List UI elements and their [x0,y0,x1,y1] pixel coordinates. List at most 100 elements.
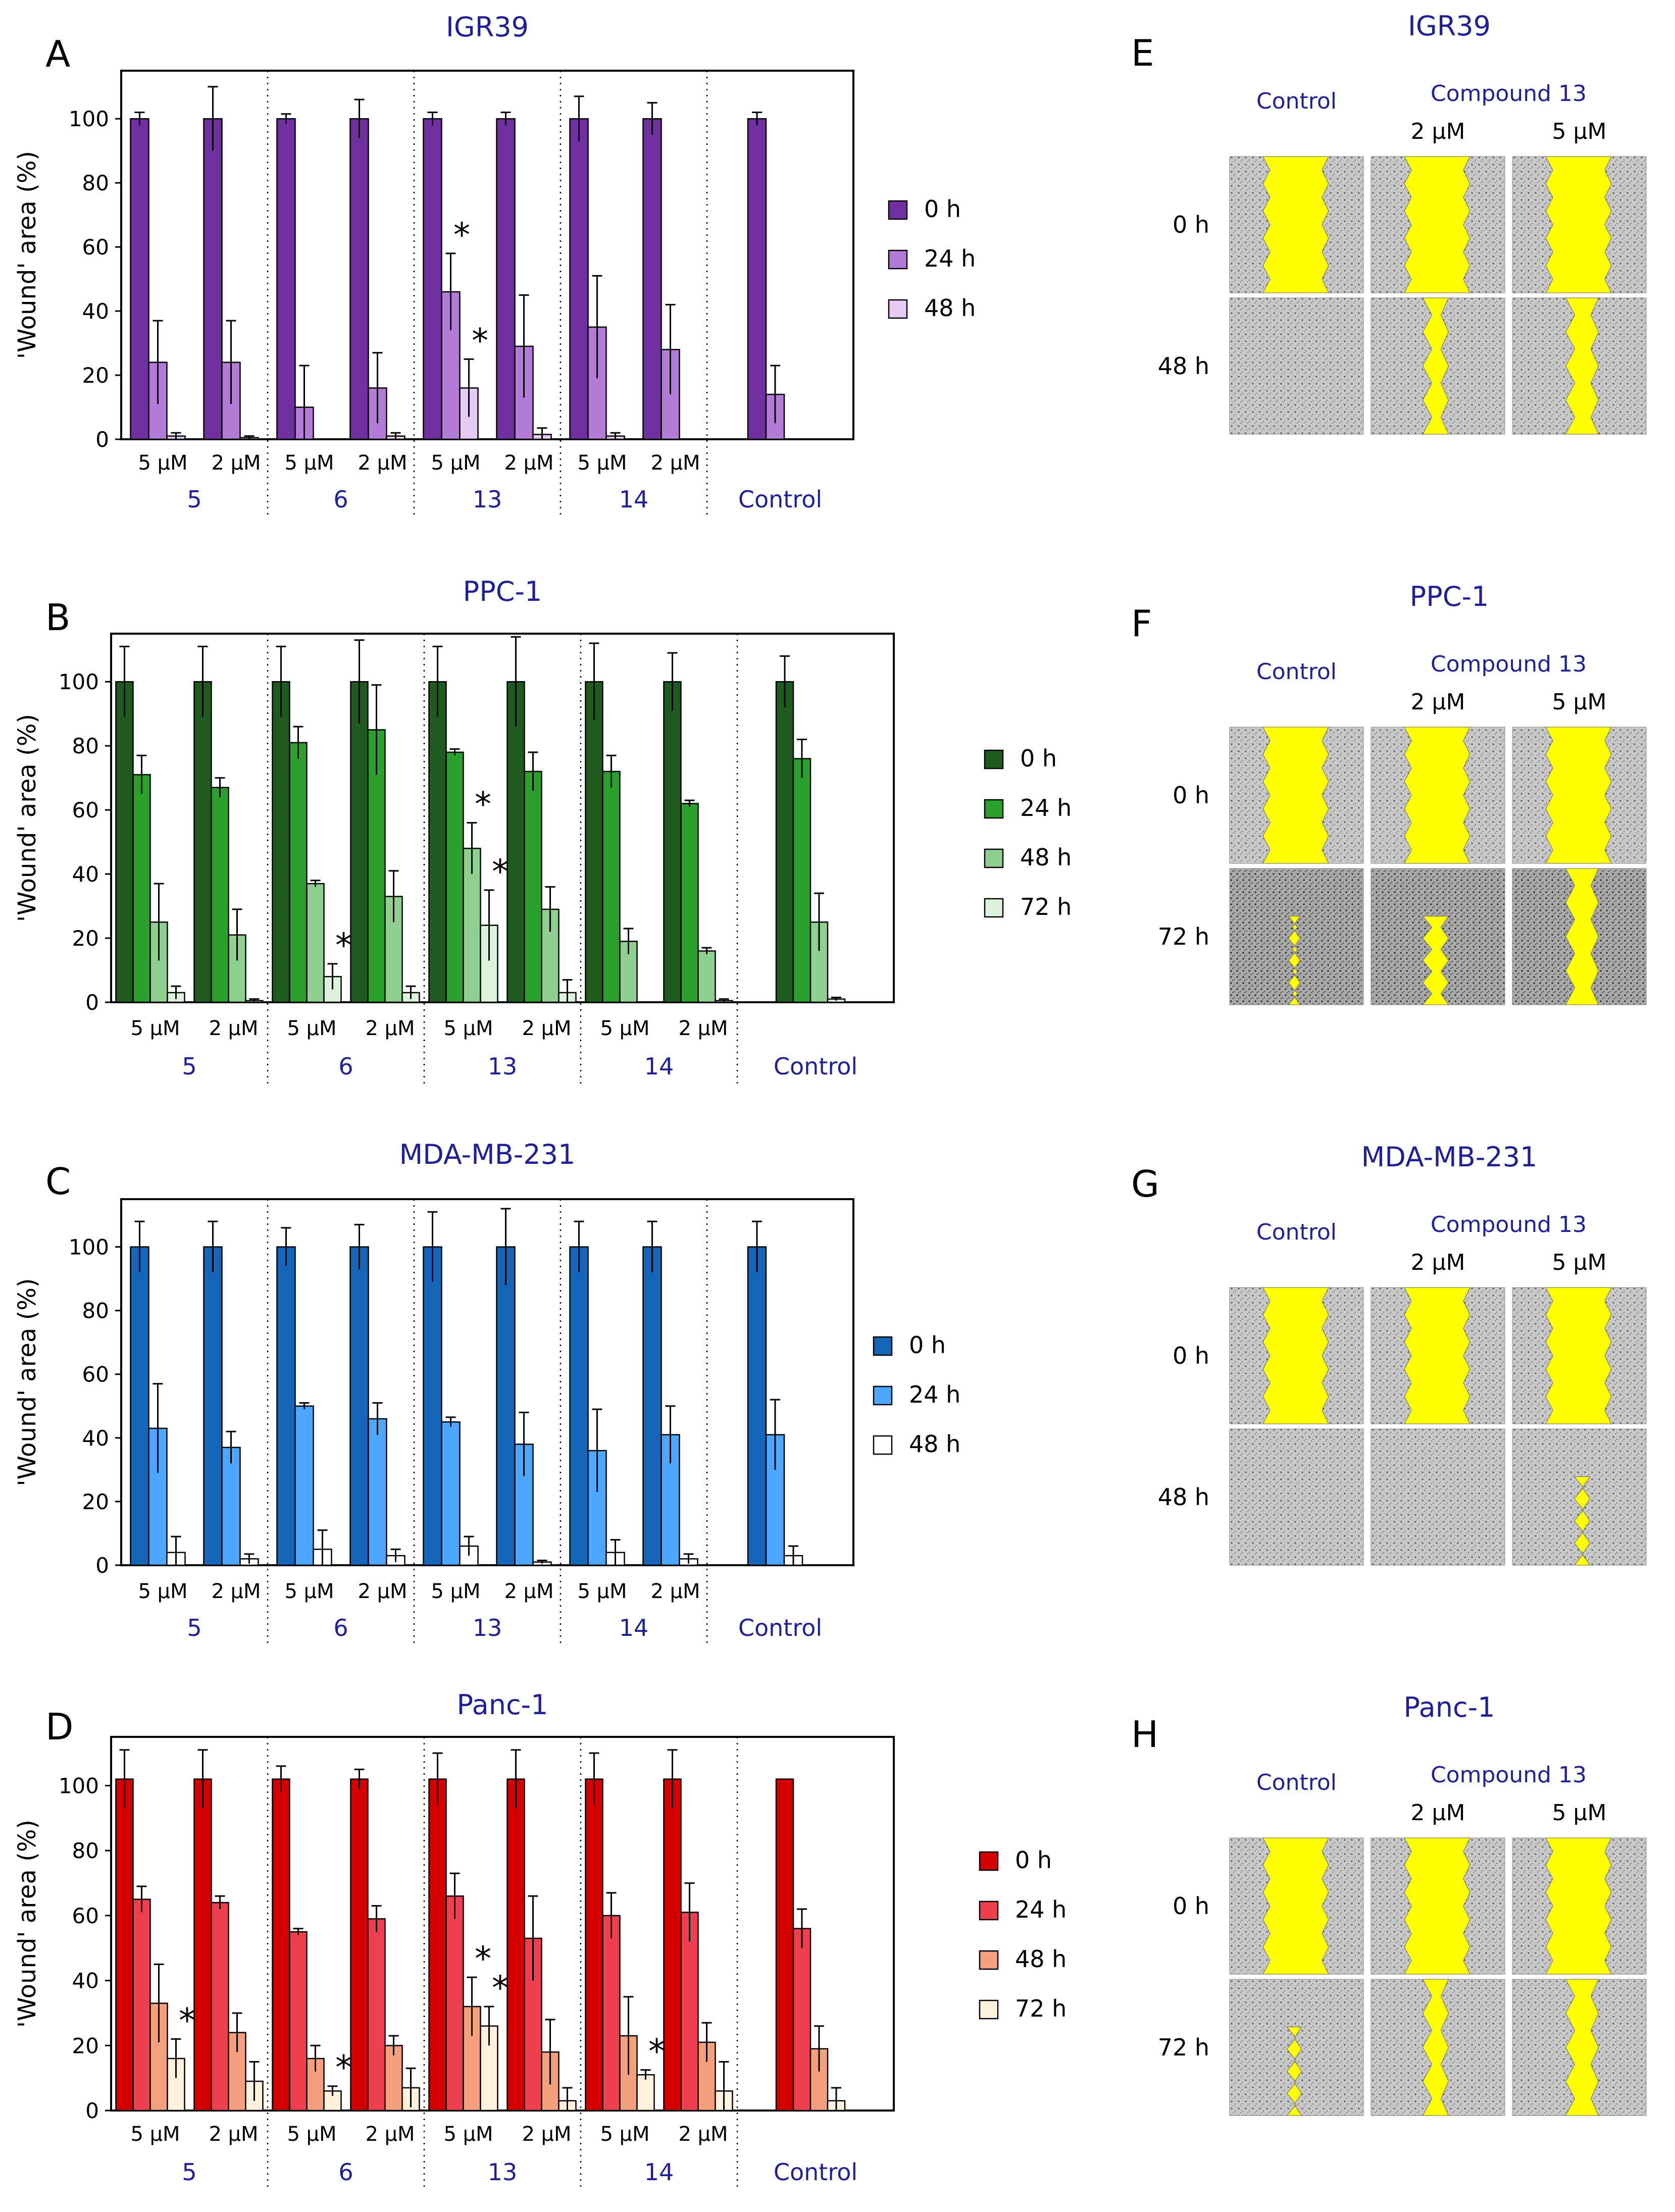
wound-gap-remaining [1565,868,1599,1005]
legend-label: 48 h [1015,1945,1067,1973]
bar-24h [445,1895,464,2112]
concentration-label: 5 µM [443,2123,493,2146]
bar-24h [294,1405,314,1566]
panel-letter: E [1131,32,1154,74]
concentration-label: 2 µM [1411,689,1465,715]
micrograph-tile [1371,727,1505,864]
micrograph-tile [1229,868,1364,1005]
group-label: 5 [187,486,201,513]
wound-gap [1262,1287,1329,1424]
concentration-label: 2 µM [1411,1250,1465,1275]
bar-0h [349,1246,369,1566]
micrograph-tile [1371,297,1505,435]
chart-title: PPC-1 [463,576,542,607]
chart-title: IGR39 [446,11,529,43]
row-label: 72 h [1158,923,1209,950]
concentration-label: 5 µM [600,2123,649,2146]
column-header-control: Control [1256,88,1337,114]
bar-0h [115,1778,134,2112]
concentration-label: 2 µM [358,1580,407,1603]
group-label: 5 [187,1614,201,1641]
bar-72h [480,924,498,1003]
group-label: 13 [488,1053,518,1080]
wound-gap [1404,1837,1470,1975]
row-label: 0 h [1173,211,1209,238]
bar-0h [193,681,212,1003]
concentration-label: 2 µM [504,451,553,475]
wound-gap [1545,727,1612,864]
bar-24h [602,770,621,1003]
group-label: 5 [182,1053,196,1080]
bar-0h [642,118,662,440]
significance-star: * [475,785,491,824]
concentration-label: 2 µM [365,2123,415,2146]
wound-gap-remaining [1286,2027,1302,2116]
concentration-label: 5 µM [130,2123,180,2146]
column-header-compound: Compound 13 [1431,1212,1587,1238]
micrograph-tile [1229,156,1364,293]
bar-0h [775,681,794,1003]
concentration-label: 5 µM [287,2123,336,2146]
row-label: 0 h [1173,1892,1209,1920]
bar-24h [132,1898,151,2112]
plot-frame [120,70,854,440]
significance-star: * [453,216,470,254]
bar-0h [349,118,369,440]
legend-swatch [979,1999,999,2020]
micrograph-tile [1512,1837,1647,1975]
image-panel-H: H Panc-1 Control Compound 13 2 µM 5 µM 0 h 72 h [1131,1691,1647,2116]
y-tick-label: 20 [82,363,109,388]
micrograph-background [1229,1428,1364,1566]
bar-0h [423,118,442,440]
bar-0h [423,1246,442,1566]
legend-swatch [984,898,1004,918]
concentration-label: 2 µM [1411,1800,1465,1826]
y-tick-label: 60 [82,1362,109,1387]
bar-0h [350,1778,369,2112]
concentration-label: 2 µM [209,2123,258,2146]
group-label: 5 [182,2158,196,2186]
image-panel-title: MDA-MB-231 [1361,1141,1538,1173]
micrograph-tile [1512,1979,1647,2116]
y-tick-label: 80 [72,734,99,758]
y-tick-label: 60 [72,1904,99,1928]
bar-0h [496,1246,516,1566]
bar-0h [276,1246,296,1566]
column-header-control: Control [1256,1219,1337,1245]
micrograph-tile [1229,727,1364,864]
legend-label: 24 h [909,1381,960,1408]
wound-gap [1404,727,1470,864]
legend-label: 48 h [909,1430,960,1458]
micrograph-tile [1512,727,1647,864]
wound-gap [1404,156,1470,293]
bar-0h [276,118,296,440]
bar-0h [585,1778,603,2112]
y-axis-label: 'Wound' area (%) [13,1278,41,1486]
image-panel-F: F PPC-1 Control Compound 13 2 µM 5 µM 0 h 72 h [1131,581,1647,1005]
bar-24h [602,1915,621,2112]
bar-24h [524,770,542,1003]
micrograph-tile [1512,1287,1647,1424]
concentration-label: 5 µM [130,1017,180,1040]
group-label: Control [774,1053,857,1080]
concentration-label: 2 µM [1411,119,1465,144]
y-tick-label: 20 [72,2033,99,2058]
concentration-label: 5 µM [287,1017,336,1040]
bar-24h [289,742,308,1003]
panel-letter: D [45,1706,73,1748]
y-tick-label: 40 [72,1969,99,1993]
bar-0h [350,681,369,1003]
wound-gap-remaining [1574,1476,1591,1566]
bar-24h [792,1928,811,2112]
bar-24h [367,1918,386,2112]
panel-letter: B [45,596,70,639]
bar-48h [697,950,716,1003]
legend-label: 72 h [1015,1995,1067,2022]
micrograph-tile [1229,1837,1364,1975]
y-tick-label: 100 [59,1774,99,1798]
wound-gap [1545,1287,1612,1424]
y-tick-label: 20 [72,926,99,951]
wound-gap [1545,156,1612,293]
